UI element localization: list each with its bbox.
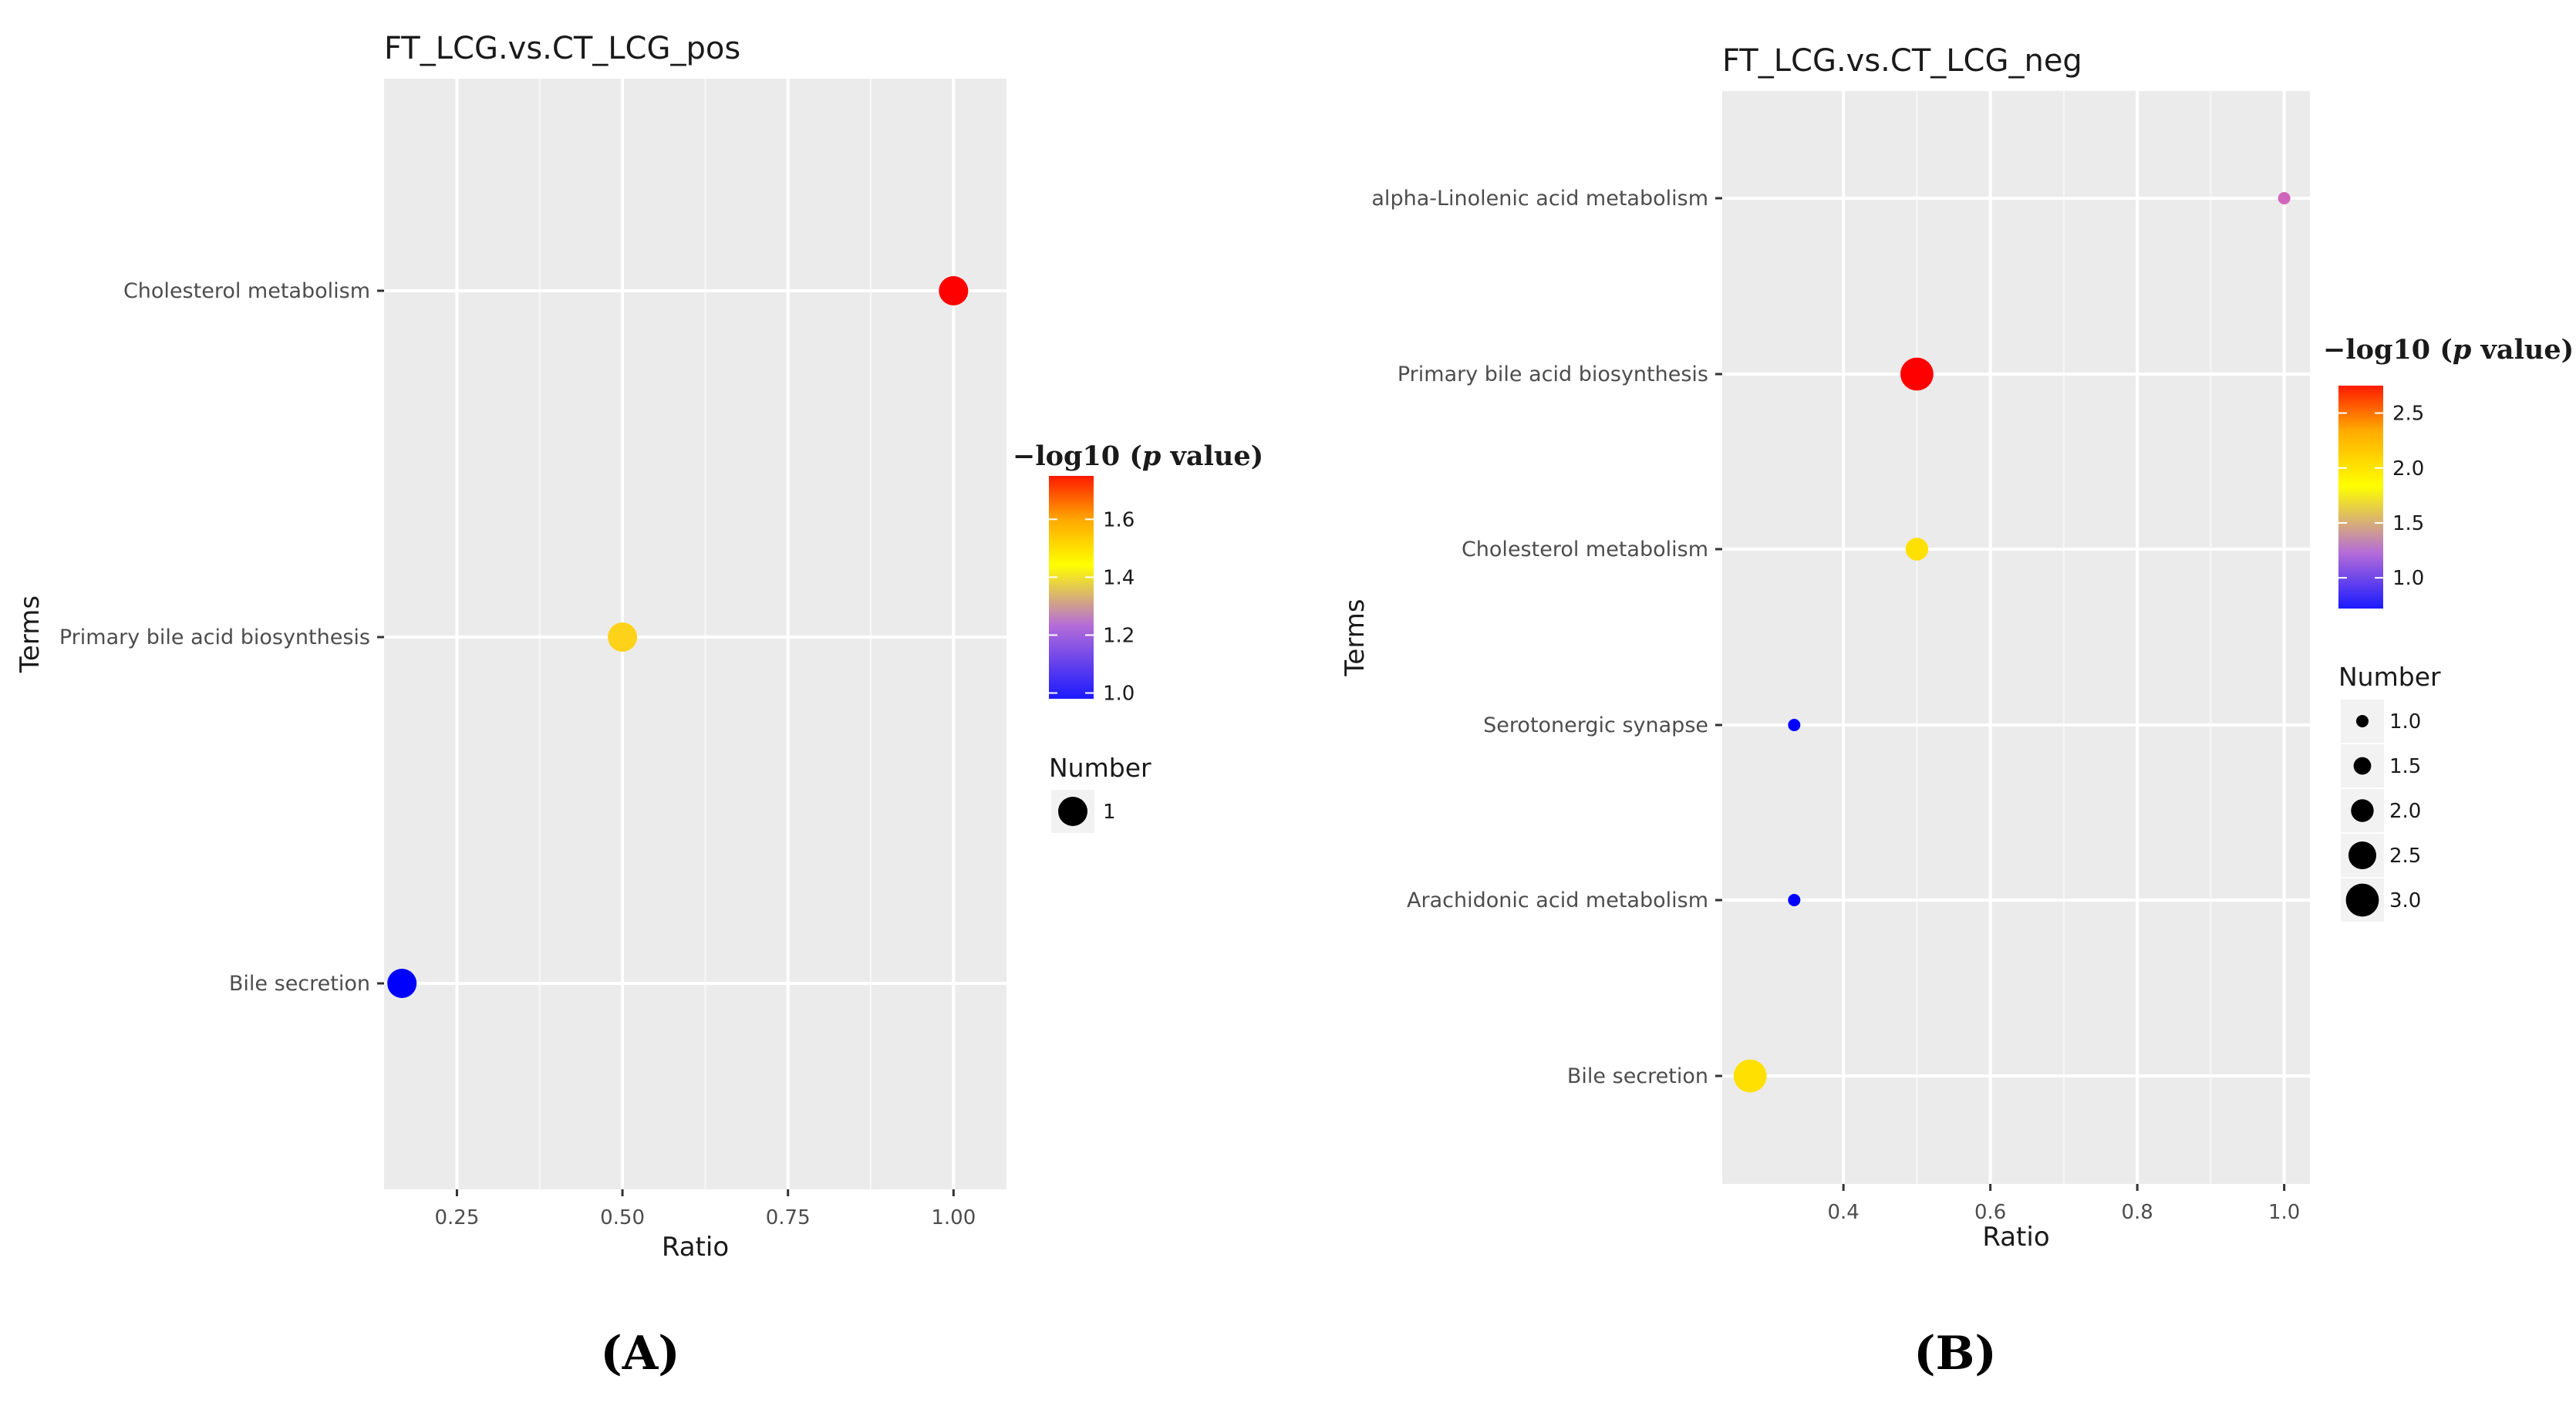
color-legend-label: 2.5 bbox=[2392, 403, 2424, 426]
x-tick-label: 0.75 bbox=[766, 1206, 811, 1229]
data-point bbox=[1788, 894, 1801, 906]
data-point bbox=[1905, 538, 1929, 561]
size-legend-dot bbox=[2348, 841, 2377, 870]
color-bar bbox=[1049, 476, 1094, 699]
x-axis-label: Ratio bbox=[1982, 1222, 2049, 1253]
panel-label-a: (A) bbox=[600, 1327, 679, 1381]
x-axis-label: Ratio bbox=[662, 1232, 729, 1263]
color-legend-label: 1.2 bbox=[1103, 624, 1135, 647]
term-label: Bile secretion bbox=[229, 972, 370, 996]
size-legend-title: Number bbox=[2338, 662, 2441, 692]
size-legend-label: 3.0 bbox=[2389, 889, 2421, 912]
size-legend-label: 2.5 bbox=[2389, 845, 2421, 868]
color-legend-label: 1.0 bbox=[1103, 682, 1135, 705]
color-legend-label: 1.5 bbox=[2392, 512, 2424, 535]
size-legend-label: 2.0 bbox=[2389, 800, 2421, 823]
term-label: Cholesterol metabolism bbox=[123, 279, 370, 303]
x-tick-label: 1.0 bbox=[2268, 1201, 2300, 1224]
color-bar bbox=[2338, 386, 2383, 609]
term-label: Serotonergic synapse bbox=[1483, 713, 1708, 737]
data-point bbox=[2278, 192, 2291, 204]
size-legend-dot bbox=[2353, 757, 2372, 775]
y-axis-label: Terms bbox=[15, 595, 46, 673]
plot-panel-b bbox=[1722, 91, 2310, 1184]
size-legend-title: Number bbox=[1049, 753, 1151, 783]
panel-label-b: (B) bbox=[1913, 1327, 1997, 1381]
term-label: Arachidonic acid metabolism bbox=[1407, 889, 1708, 912]
chart-title-b: FT_LCG.vs.CT_LCG_neg bbox=[1722, 43, 2082, 79]
color-legend-label: 1.0 bbox=[2392, 567, 2424, 590]
x-tick-label: 0.50 bbox=[600, 1206, 645, 1229]
chart-b: FT_LCG.vs.CT_LCG_neg 0.4 0.6 0.8 1.0 alpha-Li… bbox=[1340, 43, 2574, 1381]
chart-title-a: FT_LCG.vs.CT_LCG_pos bbox=[384, 31, 740, 66]
size-legend-label: 1 bbox=[1103, 801, 1116, 824]
size-legend-label: 1.5 bbox=[2389, 755, 2421, 778]
y-axis-label: Terms bbox=[1340, 599, 1371, 676]
x-tick-label: 0.8 bbox=[2121, 1201, 2153, 1224]
data-point bbox=[1733, 1059, 1767, 1093]
plot-panel-a bbox=[384, 79, 1006, 1189]
x-tick-label: 0.6 bbox=[1974, 1201, 2006, 1224]
data-point bbox=[1900, 357, 1934, 391]
chart-a: FT_LCG.vs.CT_LCG_pos 0.25 0.50 0.75 1.00 Chol… bbox=[15, 31, 1263, 1381]
term-label: Primary bile acid biosynthesis bbox=[1398, 363, 1708, 386]
x-tick-label: 0.25 bbox=[434, 1206, 479, 1229]
term-label: Primary bile acid biosynthesis bbox=[59, 626, 370, 649]
color-legend-label: 2.0 bbox=[2392, 457, 2424, 481]
term-label: Bile secretion bbox=[1567, 1064, 1708, 1088]
size-legend-dot bbox=[2345, 883, 2379, 917]
size-legend-dot bbox=[2351, 799, 2374, 822]
size-legend-dot bbox=[2356, 715, 2369, 727]
color-legend-label: 1.6 bbox=[1103, 508, 1135, 531]
color-legend-title: −log10 (p value) bbox=[1013, 440, 1263, 472]
size-legend-label: 1.0 bbox=[2389, 710, 2421, 733]
x-tick-label: 1.00 bbox=[931, 1206, 976, 1229]
data-point bbox=[939, 276, 969, 305]
color-legend-label: 1.4 bbox=[1103, 566, 1135, 589]
data-point bbox=[608, 622, 638, 652]
term-label: Cholesterol metabolism bbox=[1462, 538, 1708, 561]
size-legend-dot bbox=[1058, 797, 1087, 826]
data-point bbox=[387, 969, 417, 998]
color-legend-title: −log10 (p value) bbox=[2323, 334, 2574, 366]
x-tick-label: 0.4 bbox=[1827, 1201, 1859, 1224]
data-point bbox=[1788, 719, 1801, 731]
term-label: alpha-Linolenic acid metabolism bbox=[1371, 187, 1708, 211]
